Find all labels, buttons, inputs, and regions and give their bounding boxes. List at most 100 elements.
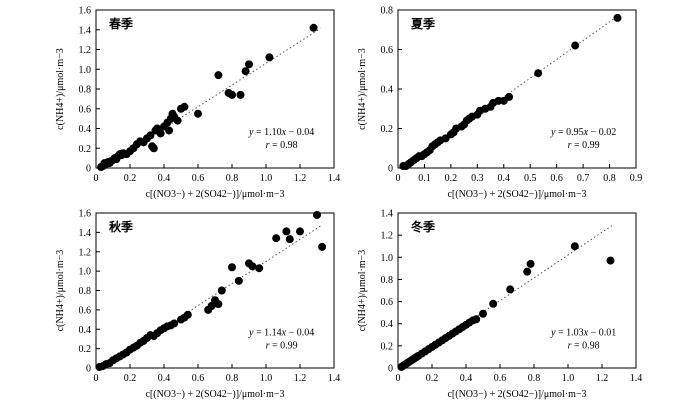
winter-data-point bbox=[472, 315, 481, 324]
summer-x-tick-label: 0.9 bbox=[630, 173, 643, 184]
spring-x-tick-label: 0.6 bbox=[192, 173, 205, 184]
spring-fit-line bbox=[100, 28, 321, 170]
autumn-x-tick-label: 0 bbox=[94, 373, 99, 384]
summer-season-title: 夏季 bbox=[411, 16, 436, 31]
summer-x-axis-label: c[(NO3−) + 2(SO42−)]/μmol·m−3 bbox=[447, 189, 586, 200]
autumn-y-tick-label: 1.6 bbox=[79, 209, 92, 220]
autumn-x-tick-label: 0.2 bbox=[124, 373, 137, 384]
winter-y-axis-label: c(NH4+)/μmol·m−3 bbox=[357, 250, 368, 332]
summer-x-tick-label: 0.4 bbox=[498, 173, 511, 184]
spring-y-tick-label: 1.0 bbox=[79, 65, 92, 76]
summer-data-point bbox=[534, 69, 543, 78]
autumn-data-point bbox=[214, 300, 223, 309]
spring-x-tick-label: 0.2 bbox=[124, 173, 137, 184]
winter-y-tick-label: 1.0 bbox=[381, 253, 394, 264]
autumn-x-tick-label: 1.4 bbox=[328, 373, 341, 384]
spring-x-tick-label: 0 bbox=[94, 173, 99, 184]
autumn-correlation-coefficient: r = 0.99 bbox=[266, 340, 298, 351]
panel-summer: 0 0.1 0.2 0.3 0.4 0.5 0.6 0.7 0.8 0.9 0 0.2 0.4 0.6 0.… bbox=[357, 6, 642, 201]
spring-data-point bbox=[241, 67, 250, 76]
autumn-y-tick-label: 0 bbox=[86, 364, 91, 375]
autumn-data-point bbox=[170, 319, 179, 328]
autumn-x-tick-label: 0.6 bbox=[192, 373, 205, 384]
winter-data-point bbox=[479, 309, 487, 318]
autumn-data-point bbox=[282, 227, 291, 236]
autumn-data-point bbox=[183, 310, 192, 319]
summer-y-tick-label: 0.6 bbox=[381, 45, 394, 56]
winter-data-point bbox=[489, 299, 498, 308]
winter-x-tick-label: 0 bbox=[396, 373, 401, 384]
winter-x-tick-label: 0.2 bbox=[426, 373, 439, 384]
autumn-data-point bbox=[248, 262, 257, 271]
autumn-y-tick-label: 0.4 bbox=[79, 325, 92, 336]
autumn-y-tick-label: 1.2 bbox=[79, 247, 92, 258]
summer-x-tick-label: 0.2 bbox=[445, 173, 458, 184]
winter-y-tick-label: 0.4 bbox=[381, 319, 394, 330]
winter-x-tick-label: 0.8 bbox=[528, 373, 541, 384]
spring-x-tick-label: 0.4 bbox=[158, 173, 171, 184]
winter-plot-frame bbox=[397, 212, 637, 369]
panel-spring: 0 0.2 0.4 0.6 0.8 1.0 1.2 1.4 0 0.2 0.4 0.6 0.8 1.0 1.… bbox=[55, 6, 340, 201]
autumn-y-tick-label: 1.0 bbox=[79, 267, 92, 278]
spring-data-point bbox=[309, 23, 318, 32]
spring-x-axis-label: c[(NO3−) + 2(SO42−)]/μmol·m−3 bbox=[145, 189, 284, 200]
spring-x-tick-label: 1.4 bbox=[328, 173, 341, 184]
summer-y-tick-label: 0 bbox=[388, 164, 393, 175]
spring-y-tick-label: 0.8 bbox=[79, 85, 92, 96]
winter-y-tick-label: 0 bbox=[388, 364, 393, 375]
winter-x-tick-label: 1.0 bbox=[562, 373, 575, 384]
autumn-data-point bbox=[313, 210, 321, 219]
winter-data-point bbox=[506, 285, 515, 294]
spring-y-tick-label: 1.6 bbox=[79, 6, 92, 17]
autumn-x-tick-label: 0.8 bbox=[226, 373, 239, 384]
summer-correlation-coefficient: r = 0.99 bbox=[568, 140, 600, 151]
autumn-y-axis-label: c(NH4+)/μmol·m−3 bbox=[55, 250, 66, 332]
winter-data-point bbox=[523, 267, 532, 276]
panel-winter: 0 0.2 0.4 0.6 0.8 1.0 1.2 1.4 0 0.2 0.4 0.6 0.8 1.0 1.… bbox=[357, 209, 642, 401]
spring-data-point bbox=[245, 60, 253, 69]
spring-data-point bbox=[173, 116, 182, 125]
winter-y-tick-label: 1.4 bbox=[381, 209, 394, 220]
spring-y-tick-label: 0.4 bbox=[79, 124, 92, 135]
autumn-y-tick-label: 0.6 bbox=[79, 305, 92, 316]
winter-correlation-coefficient: r = 0.98 bbox=[568, 340, 600, 351]
autumn-data-point bbox=[285, 235, 294, 244]
summer-y-axis-label: c(NH4+)/μmol·m−3 bbox=[357, 48, 368, 130]
spring-data-point bbox=[236, 90, 245, 99]
autumn-y-tick-label: 0.8 bbox=[79, 286, 92, 297]
winter-x-axis-label: c[(NO3−) + 2(SO42−)]/μmol·m−3 bbox=[447, 389, 586, 400]
autumn-season-title: 秋季 bbox=[109, 219, 134, 234]
spring-data-point bbox=[165, 126, 174, 135]
winter-x-tick-label: 0.6 bbox=[494, 373, 507, 384]
winter-data-point bbox=[606, 256, 615, 265]
winter-data-point bbox=[570, 242, 579, 251]
winter-y-tick-label: 0.2 bbox=[381, 341, 394, 352]
spring-data-point bbox=[180, 102, 189, 111]
autumn-data-point bbox=[228, 263, 236, 272]
spring-season-title: 春季 bbox=[108, 16, 134, 31]
summer-x-tick-label: 0.5 bbox=[524, 173, 537, 184]
spring-y-tick-label: 0.6 bbox=[79, 104, 92, 115]
autumn-y-tick-label: 1.4 bbox=[79, 228, 92, 239]
autumn-regression-equation: y = 1.14x − 0.04 bbox=[248, 327, 314, 338]
autumn-data-point bbox=[234, 276, 243, 285]
autumn-x-tick-label: 1.2 bbox=[294, 373, 307, 384]
winter-data-point bbox=[526, 259, 535, 268]
spring-x-tick-label: 1.2 bbox=[294, 173, 307, 184]
spring-regression-equation: y = 1.10x − 0.04 bbox=[248, 127, 314, 138]
winter-y-tick-label: 1.2 bbox=[381, 231, 394, 242]
spring-x-tick-label: 0.8 bbox=[226, 173, 239, 184]
spring-y-tick-label: 1.2 bbox=[79, 45, 92, 56]
summer-y-tick-label: 0.8 bbox=[381, 6, 394, 17]
autumn-data-point bbox=[255, 264, 264, 273]
autumn-y-tick-label: 0.2 bbox=[79, 344, 92, 355]
summer-regression-equation: y = 0.95x − 0.02 bbox=[550, 127, 616, 138]
spring-y-tick-label: 1.4 bbox=[79, 25, 92, 36]
summer-x-tick-label: 0.7 bbox=[577, 173, 590, 184]
spring-data-point bbox=[228, 90, 236, 99]
autumn-x-axis-label: c[(NO3−) + 2(SO42−)]/μmol·m−3 bbox=[145, 389, 284, 400]
autumn-data-point bbox=[318, 242, 327, 251]
spring-correlation-coefficient: r = 0.98 bbox=[266, 140, 298, 151]
